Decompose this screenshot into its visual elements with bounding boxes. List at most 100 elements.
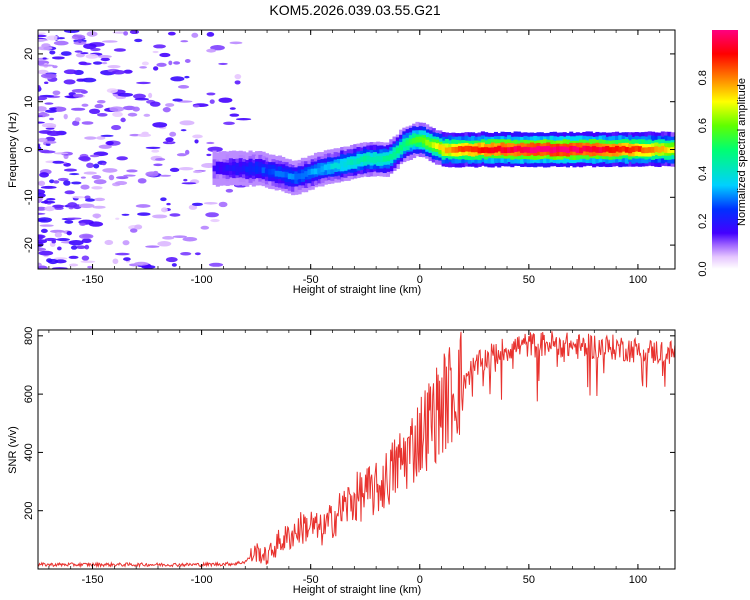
spectrogram-ridge-cell bbox=[487, 147, 492, 154]
spectrogram-ridge-cell bbox=[225, 165, 230, 171]
spectrogram-noise-blob bbox=[180, 40, 189, 43]
spectrogram-ridge-cell bbox=[258, 166, 263, 173]
spectrogram-ridge-cell bbox=[330, 163, 335, 170]
spectrogram-ridge-cell bbox=[323, 164, 328, 171]
spectrogram-ridge-cell bbox=[415, 136, 420, 143]
spectrogram-ridge-cell bbox=[579, 147, 584, 154]
spectrogram-noise-blob bbox=[81, 238, 92, 244]
spectrogram-noise-blob bbox=[112, 111, 123, 117]
spectrogram-noise-blob bbox=[229, 107, 236, 110]
spectrogram-ridge-cell bbox=[647, 147, 652, 153]
spectrogram-ridge-cell bbox=[336, 163, 341, 170]
snr-plot-area bbox=[38, 330, 675, 569]
spectrogram-noise-blob bbox=[74, 50, 83, 53]
spectrogram-noise-blob bbox=[152, 214, 168, 219]
spectrogram-ridge-cell bbox=[595, 147, 600, 153]
spectrogram-noise-blob bbox=[106, 140, 114, 146]
spectrogram-noise-blob bbox=[45, 109, 57, 113]
spectrogram-ridge-cell bbox=[615, 145, 620, 152]
spectrogram-ridge-cell bbox=[598, 147, 603, 153]
spectrogram-ridge-cell bbox=[467, 145, 472, 152]
spectrogram-noise-blob bbox=[159, 174, 172, 177]
spectrogram-noise-blob bbox=[38, 250, 54, 256]
spectrogram-noise-blob bbox=[51, 56, 65, 60]
spectrogram-ridge-cell bbox=[621, 145, 626, 152]
spectrogram-noise-blob bbox=[78, 203, 95, 208]
spectrogram-ridge-cell bbox=[474, 146, 479, 153]
snr-xtick-label: -150 bbox=[82, 574, 104, 586]
spectrogram-noise-blob bbox=[40, 185, 57, 189]
spectrogram-noise-blob bbox=[91, 186, 103, 190]
spectrogram-noise-blob bbox=[143, 113, 151, 117]
spectrogram-noise-blob bbox=[234, 80, 241, 85]
spectrogram-ridge-cell bbox=[503, 147, 508, 154]
spectrogram-noise-blob bbox=[169, 167, 180, 173]
spectrogram-noise-blob bbox=[68, 263, 79, 267]
spectrogram-noise-blob bbox=[80, 176, 86, 179]
spectrogram-ridge-cell bbox=[641, 147, 646, 154]
spectrogram-ridge-cell bbox=[500, 147, 505, 153]
spectrogram-noise-blob bbox=[139, 66, 147, 69]
spectrogram-noise-blob bbox=[92, 213, 102, 219]
spectrogram-noise-blob bbox=[74, 117, 81, 122]
spectrogram-ridge-cell bbox=[261, 167, 266, 174]
snr-ylabel: SNR (v/v) bbox=[7, 426, 19, 474]
spectrogram-noise-blob bbox=[112, 31, 127, 34]
spectrogram-noise-blob bbox=[181, 182, 197, 185]
spectrogram-ridge-cell bbox=[359, 156, 364, 163]
spectrogram-ridge-cell bbox=[575, 147, 580, 153]
spectrogram-noise-blob bbox=[184, 59, 191, 63]
spectrogram-ridge-cell bbox=[484, 147, 489, 153]
spectrogram-ridge-cell bbox=[425, 139, 430, 146]
spectrogram-ridge-cell bbox=[215, 165, 220, 172]
spectrogram-ridge-cell bbox=[497, 145, 502, 152]
spectrogram-noise-blob bbox=[145, 171, 159, 177]
spectrogram-noise-blob bbox=[117, 92, 134, 97]
spectrogram-ridge-cell bbox=[435, 143, 440, 149]
spectrogram-noise-blob bbox=[80, 52, 89, 55]
spectrogram-noise-blob bbox=[71, 34, 86, 40]
spectrogram-noise-blob bbox=[38, 247, 47, 252]
spectrogram-ridge-cell bbox=[395, 147, 400, 154]
snr-ytick-label: 800 bbox=[23, 327, 35, 345]
spectrogram-noise-blob bbox=[83, 171, 97, 175]
spectrogram-noise-blob bbox=[68, 255, 79, 259]
spectrogram-ridge-cell bbox=[333, 162, 338, 169]
spectrogram-noise-blob bbox=[173, 61, 181, 65]
spectrogram-xlabel: Height of straight line (km) bbox=[293, 284, 421, 296]
snr-panel: -150 -100 -50 0 50 100 200 400 600 800 Height of … bbox=[7, 327, 676, 596]
spectrogram-noise-blob bbox=[38, 239, 48, 244]
spectrogram-ridge-cell bbox=[588, 146, 593, 153]
spectrogram-noise-blob bbox=[46, 197, 56, 201]
spectrogram-ridge-cell bbox=[461, 146, 466, 153]
spectrogram-noise-blob bbox=[63, 79, 76, 85]
spectrogram-noise-blob bbox=[156, 62, 167, 67]
spectrogram-noise-blob bbox=[192, 170, 203, 174]
spectrogram-ridge-cell bbox=[637, 146, 642, 152]
spectrogram-ridge-cell bbox=[601, 146, 606, 153]
spectrogram-ridge-cell bbox=[670, 147, 675, 153]
spectrogram-ridge-cell bbox=[654, 146, 659, 153]
spectrogram-noise-blob bbox=[162, 107, 171, 113]
spectrogram-noise-blob bbox=[49, 107, 57, 111]
spectrogram-noise-blob bbox=[127, 112, 138, 117]
spectrogram-noise-blob bbox=[44, 102, 54, 105]
spectrogram-noise-blob bbox=[210, 45, 225, 51]
spectrogram-ridge-cell bbox=[405, 140, 410, 146]
spectrogram-noise-blob bbox=[96, 136, 106, 140]
spectrogram-ridge-cell bbox=[480, 147, 485, 153]
spectrogram-noise-blob bbox=[38, 180, 46, 187]
spectrogram-ridge-cell bbox=[307, 169, 312, 176]
spectrogram-noise-blob bbox=[79, 62, 92, 66]
snr-xlabel: Height of straight line (km) bbox=[293, 584, 421, 596]
spectrogram-ridge-cell bbox=[471, 146, 476, 153]
spectrogram-noise-blob bbox=[137, 133, 152, 138]
spectrogram-noise-blob bbox=[38, 234, 44, 240]
spectrogram-noise-blob bbox=[207, 146, 223, 153]
spectrogram-noise-blob bbox=[208, 262, 224, 267]
spectrogram-noise-blob bbox=[38, 265, 48, 269]
spectrogram-ridge-cell bbox=[592, 146, 597, 152]
spectrogram-ridge-cell bbox=[248, 165, 253, 172]
